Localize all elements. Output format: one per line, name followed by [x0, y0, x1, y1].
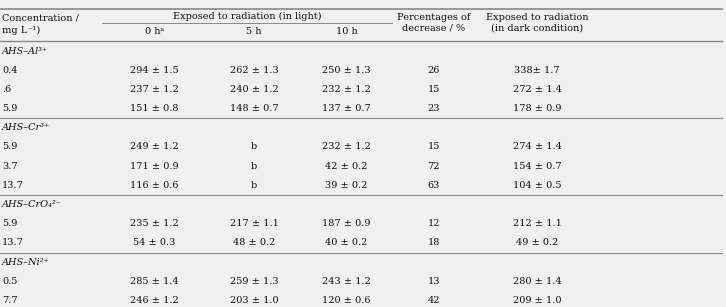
Text: AHS–Ni²⁺: AHS–Ni²⁺ [2, 258, 50, 266]
Text: 212 ± 1.1: 212 ± 1.1 [513, 219, 562, 228]
Text: 137 ± 0.7: 137 ± 0.7 [322, 104, 371, 113]
Text: 294 ± 1.5: 294 ± 1.5 [130, 66, 179, 75]
Text: 26: 26 [428, 66, 440, 75]
Text: 39 ± 0.2: 39 ± 0.2 [325, 181, 368, 190]
Text: 148 ± 0.7: 148 ± 0.7 [230, 104, 278, 113]
Text: 235 ± 1.2: 235 ± 1.2 [130, 219, 179, 228]
Text: 42 ± 0.2: 42 ± 0.2 [325, 162, 368, 171]
Text: decrease / %: decrease / % [402, 24, 465, 33]
Text: b: b [251, 162, 257, 171]
Text: 237 ± 1.2: 237 ± 1.2 [130, 85, 179, 94]
Text: 13.7: 13.7 [2, 239, 24, 247]
Text: 171 ± 0.9: 171 ± 0.9 [130, 162, 179, 171]
Text: 5.9: 5.9 [2, 104, 17, 113]
Text: 272 ± 1.4: 272 ± 1.4 [513, 85, 562, 94]
Text: 178 ± 0.9: 178 ± 0.9 [513, 104, 561, 113]
Text: 280 ± 1.4: 280 ± 1.4 [513, 277, 561, 286]
Text: 0 hᵃ: 0 hᵃ [144, 27, 164, 36]
Text: 18: 18 [428, 239, 440, 247]
Text: 259 ± 1.3: 259 ± 1.3 [230, 277, 278, 286]
Text: 285 ± 1.4: 285 ± 1.4 [130, 277, 179, 286]
Text: 120 ± 0.6: 120 ± 0.6 [322, 296, 371, 305]
Text: 243 ± 1.2: 243 ± 1.2 [322, 277, 371, 286]
Text: 151 ± 0.8: 151 ± 0.8 [130, 104, 179, 113]
Text: Percentages of: Percentages of [397, 13, 470, 22]
Text: 5 h: 5 h [246, 27, 262, 36]
Text: 42: 42 [428, 296, 440, 305]
Text: Exposed to radiation: Exposed to radiation [486, 13, 589, 22]
Text: b: b [251, 142, 257, 151]
Text: 23: 23 [428, 104, 440, 113]
Text: 154 ± 0.7: 154 ± 0.7 [513, 162, 561, 171]
Text: 5.9: 5.9 [2, 219, 17, 228]
Text: 209 ± 1.0: 209 ± 1.0 [513, 296, 561, 305]
Text: 48 ± 0.2: 48 ± 0.2 [233, 239, 275, 247]
Text: 10 h: 10 h [336, 27, 357, 36]
Text: 249 ± 1.2: 249 ± 1.2 [130, 142, 179, 151]
Text: 63: 63 [428, 181, 440, 190]
Text: 54 ± 0.3: 54 ± 0.3 [133, 239, 176, 247]
Text: 232 ± 1.2: 232 ± 1.2 [322, 142, 371, 151]
Text: Exposed to radiation (in light): Exposed to radiation (in light) [173, 11, 321, 21]
Text: 3.7: 3.7 [2, 162, 18, 171]
Text: 15: 15 [428, 142, 440, 151]
Text: 246 ± 1.2: 246 ± 1.2 [130, 296, 179, 305]
Text: 13.7: 13.7 [2, 181, 24, 190]
Text: 187 ± 0.9: 187 ± 0.9 [322, 219, 371, 228]
Text: 217 ± 1.1: 217 ± 1.1 [229, 219, 279, 228]
Text: AHS–Al³⁺: AHS–Al³⁺ [2, 47, 49, 56]
Text: mg L⁻¹): mg L⁻¹) [2, 26, 41, 35]
Text: 13: 13 [428, 277, 440, 286]
Text: 232 ± 1.2: 232 ± 1.2 [322, 85, 371, 94]
Text: 203 ± 1.0: 203 ± 1.0 [230, 296, 278, 305]
Text: .6: .6 [2, 85, 12, 94]
Text: 12: 12 [428, 219, 440, 228]
Text: 40 ± 0.2: 40 ± 0.2 [325, 239, 368, 247]
Text: Concentration /: Concentration / [2, 14, 79, 23]
Text: (in dark condition): (in dark condition) [492, 24, 583, 33]
Text: 274 ± 1.4: 274 ± 1.4 [513, 142, 562, 151]
Text: 5.9: 5.9 [2, 142, 17, 151]
Text: AHS–CrO₄²⁻: AHS–CrO₄²⁻ [2, 200, 62, 209]
Text: 262 ± 1.3: 262 ± 1.3 [229, 66, 279, 75]
Text: AHS–Cr³⁺: AHS–Cr³⁺ [2, 123, 50, 132]
Text: 240 ± 1.2: 240 ± 1.2 [229, 85, 279, 94]
Text: 250 ± 1.3: 250 ± 1.3 [322, 66, 371, 75]
Text: 338± 1.7: 338± 1.7 [515, 66, 560, 75]
Text: 116 ± 0.6: 116 ± 0.6 [130, 181, 179, 190]
Text: 0.5: 0.5 [2, 277, 17, 286]
Text: 0.4: 0.4 [2, 66, 17, 75]
Text: 72: 72 [428, 162, 440, 171]
Text: 104 ± 0.5: 104 ± 0.5 [513, 181, 561, 190]
Text: 7.7: 7.7 [2, 296, 18, 305]
Text: 49 ± 0.2: 49 ± 0.2 [516, 239, 558, 247]
Text: 15: 15 [428, 85, 440, 94]
Text: b: b [251, 181, 257, 190]
